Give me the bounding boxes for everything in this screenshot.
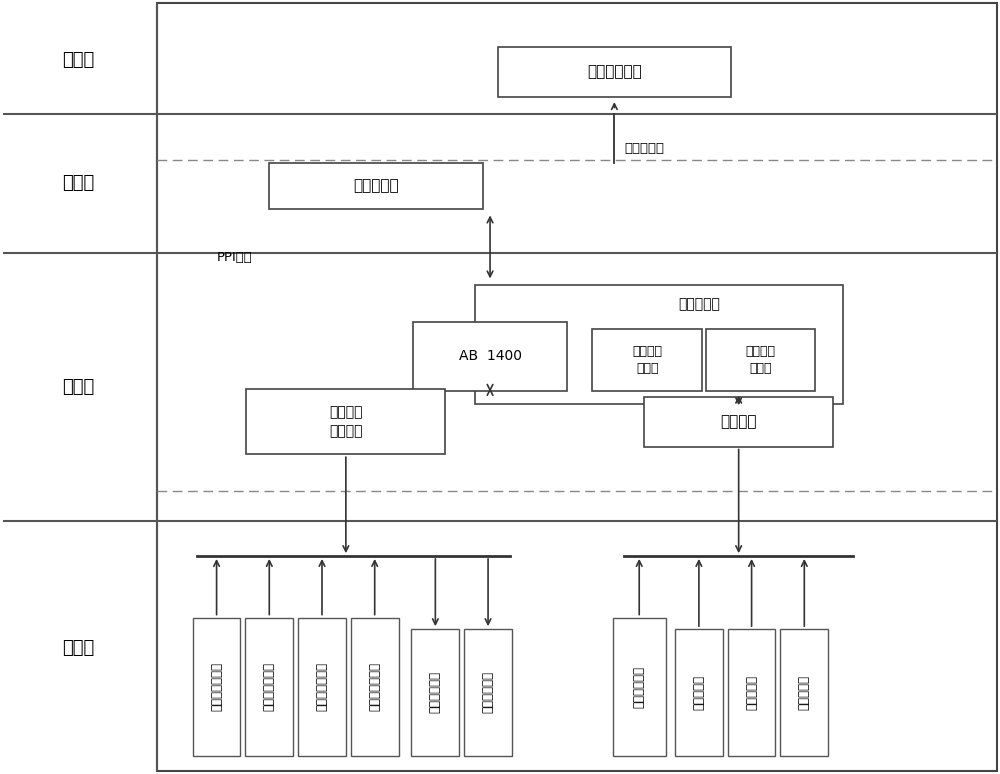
Text: 管理层: 管理层 xyxy=(62,51,94,70)
Bar xyxy=(592,330,702,391)
Bar xyxy=(413,322,567,391)
Bar xyxy=(245,618,293,756)
Text: 絮凝剂蠕动泵: 絮凝剂蠕动泵 xyxy=(482,672,495,714)
Text: 浓缩机溢流浓度: 浓缩机溢流浓度 xyxy=(315,663,328,711)
Text: PPI通讯: PPI通讯 xyxy=(217,252,252,265)
Bar xyxy=(675,629,723,756)
Bar xyxy=(298,618,346,756)
Bar xyxy=(644,396,833,447)
Text: 以太网通讯: 以太网通讯 xyxy=(624,142,664,156)
Bar xyxy=(157,3,997,771)
Text: 模拟量输
出模块: 模拟量输 出模块 xyxy=(746,345,776,375)
Text: 现场控制柜: 现场控制柜 xyxy=(678,297,720,311)
Text: 模拟量输
入模块: 模拟量输 入模块 xyxy=(632,345,662,375)
Text: 吨煤泥药耗: 吨煤泥药耗 xyxy=(798,675,811,710)
Text: 班药剂用量: 班药剂用量 xyxy=(692,675,705,710)
Text: 月药剂用量: 月药剂用量 xyxy=(745,675,758,710)
Text: 药剂添加
自动控制: 药剂添加 自动控制 xyxy=(329,406,363,438)
Bar xyxy=(411,629,459,756)
Bar xyxy=(780,629,828,756)
Bar xyxy=(246,389,445,454)
Text: 凝聚剂蠕动泵: 凝聚剂蠕动泵 xyxy=(429,672,442,714)
Text: 浓缩机入料流量: 浓缩机入料流量 xyxy=(263,663,276,711)
Text: 十煤泥处理量: 十煤泥处理量 xyxy=(633,666,646,707)
Bar xyxy=(269,163,483,209)
Text: 浓缩机入料浓度: 浓缩机入料浓度 xyxy=(210,663,223,711)
Text: 设备层: 设备层 xyxy=(62,639,94,657)
Bar xyxy=(728,629,775,756)
Bar xyxy=(475,285,843,404)
Text: 现场触摸屏: 现场触摸屏 xyxy=(353,178,399,194)
Bar xyxy=(706,330,815,391)
Text: 统计功能: 统计功能 xyxy=(720,414,757,429)
Bar xyxy=(193,618,240,756)
Text: 调度室上位机: 调度室上位机 xyxy=(587,64,642,80)
Bar xyxy=(613,618,666,756)
Text: 监控层: 监控层 xyxy=(62,174,94,193)
Text: 浓缩机底流浓度: 浓缩机底流浓度 xyxy=(368,663,381,711)
Text: 控制层: 控制层 xyxy=(62,378,94,396)
Bar xyxy=(351,618,399,756)
Bar xyxy=(464,629,512,756)
Text: AB  1400: AB 1400 xyxy=(459,349,522,363)
Bar xyxy=(498,47,731,97)
